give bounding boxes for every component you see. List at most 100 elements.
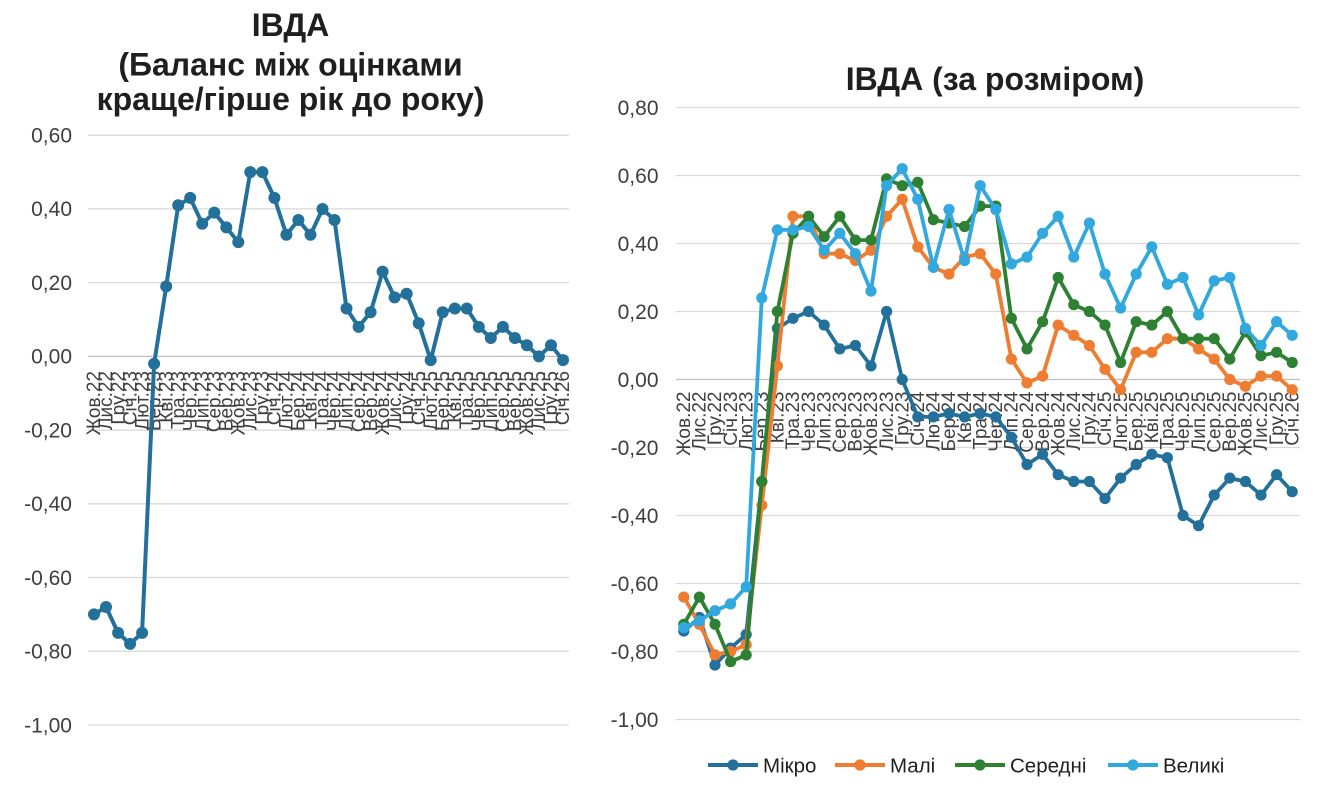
svg-text:Жов.23: Жов.23 — [861, 392, 882, 456]
svg-text:Лис.24: Лис.24 — [385, 371, 406, 430]
svg-text:Тра.25: Тра.25 — [1158, 392, 1179, 450]
svg-text:Жов.25: Жов.25 — [1236, 392, 1257, 456]
svg-text:-0,40: -0,40 — [24, 493, 72, 516]
svg-text:Середні: Середні — [1010, 754, 1086, 777]
svg-text:-0,20: -0,20 — [611, 437, 659, 460]
svg-text:Лис.25: Лис.25 — [1251, 392, 1272, 451]
svg-text:Вер.23: Вер.23 — [217, 371, 238, 431]
svg-text:Гру.23: Гру.23 — [892, 392, 913, 446]
svg-text:Лис.25: Лис.25 — [529, 371, 550, 430]
svg-text:Вер.23: Вер.23 — [846, 392, 867, 452]
svg-text:Мікро: Мікро — [763, 754, 816, 777]
svg-text:Лют.23: Лют.23 — [132, 371, 153, 430]
svg-text:Січ.26: Січ.26 — [1282, 392, 1303, 446]
svg-text:Сер.24: Сер.24 — [349, 371, 370, 433]
svg-text:Лип.25: Лип.25 — [481, 371, 502, 431]
svg-text:Січ.25: Січ.25 — [1095, 392, 1116, 446]
svg-text:-0,60: -0,60 — [24, 567, 72, 590]
svg-text:Сер.25: Сер.25 — [1204, 392, 1225, 453]
svg-text:Лют.24: Лют.24 — [277, 371, 298, 431]
svg-text:Чер.24: Чер.24 — [325, 371, 346, 432]
svg-text:Січ.23: Січ.23 — [721, 392, 742, 446]
svg-text:Гру.24: Гру.24 — [1080, 391, 1101, 445]
svg-text:Лис.23: Лис.23 — [877, 392, 898, 451]
svg-text:Лип.23: Лип.23 — [814, 392, 835, 452]
svg-text:Бер.24: Бер.24 — [289, 371, 310, 431]
svg-text:Чер.25: Чер.25 — [1173, 392, 1194, 452]
svg-text:Лис.23: Лис.23 — [241, 371, 262, 430]
svg-text:Лют.25: Лют.25 — [421, 371, 442, 430]
svg-text:Гру.25: Гру.25 — [541, 371, 562, 425]
svg-text:Чер.23: Чер.23 — [180, 371, 201, 431]
svg-text:0,00: 0,00 — [618, 369, 659, 392]
svg-text:Вер.24: Вер.24 — [361, 371, 382, 432]
svg-text:Сер.23: Сер.23 — [830, 392, 851, 453]
svg-text:-0,40: -0,40 — [611, 505, 659, 528]
svg-text:Бер.25: Бер.25 — [433, 371, 454, 431]
svg-text:0,60: 0,60 — [31, 125, 72, 148]
svg-text:Січ.26: Січ.26 — [553, 371, 574, 425]
svg-text:0,60: 0,60 — [618, 165, 659, 188]
svg-text:0,00: 0,00 — [31, 346, 72, 369]
svg-text:Січ.23: Січ.23 — [120, 371, 141, 425]
svg-text:0,40: 0,40 — [618, 233, 659, 256]
svg-text:Сер.25: Сер.25 — [493, 371, 514, 432]
svg-text:ІВДА (за розміром): ІВДА (за розміром) — [846, 61, 1145, 97]
svg-text:Гру.22: Гру.22 — [705, 392, 726, 446]
svg-text:Жов.23: Жов.23 — [229, 371, 250, 435]
svg-text:Гру.22: Гру.22 — [108, 371, 129, 425]
svg-text:Лип.24: Лип.24 — [337, 371, 358, 431]
svg-text:Сер.23: Сер.23 — [205, 371, 226, 432]
svg-text:0,20: 0,20 — [31, 272, 72, 295]
svg-text:Жов.24: Жов.24 — [373, 371, 394, 436]
svg-text:0,80: 0,80 — [618, 97, 659, 120]
svg-text:Чер.25: Чер.25 — [469, 371, 490, 431]
svg-text:Лис.22: Лис.22 — [690, 392, 711, 451]
svg-text:Тра.25: Тра.25 — [457, 371, 478, 429]
svg-text:Гру.23: Гру.23 — [253, 371, 274, 425]
svg-text:Жов.22: Жов.22 — [674, 392, 695, 456]
svg-text:-1,00: -1,00 — [24, 714, 72, 737]
svg-text:Січ.25: Січ.25 — [409, 371, 430, 425]
svg-text:Вер.25: Вер.25 — [1220, 392, 1241, 452]
svg-text:Лис.24: Лис.24 — [1064, 391, 1085, 450]
svg-text:Жов.22: Жов.22 — [84, 371, 105, 435]
svg-text:-1,00: -1,00 — [611, 709, 659, 732]
svg-text:Тра.24: Тра.24 — [313, 371, 334, 430]
svg-text:Кві.25: Кві.25 — [1142, 392, 1163, 444]
svg-text:Лют.25: Лют.25 — [1111, 392, 1132, 451]
svg-text:Гру.25: Гру.25 — [1267, 392, 1288, 446]
svg-text:-0,80: -0,80 — [24, 641, 72, 664]
svg-text:Чер.23: Чер.23 — [799, 392, 820, 452]
svg-text:Бер.23: Бер.23 — [144, 371, 165, 431]
svg-text:Кві.24: Кві.24 — [301, 371, 322, 423]
svg-text:ІВДА: ІВДА — [252, 7, 329, 43]
svg-text:Кві.25: Кві.25 — [445, 371, 466, 423]
svg-text:-0,20: -0,20 — [24, 419, 72, 442]
svg-text:0,40: 0,40 — [31, 198, 72, 221]
svg-text:Великі: Великі — [1163, 754, 1224, 777]
svg-text:Малі: Малі — [890, 754, 935, 777]
svg-text:-0,60: -0,60 — [611, 573, 659, 596]
svg-text:Сер.24: Сер.24 — [1017, 391, 1038, 453]
svg-text:Жов.25: Жов.25 — [517, 371, 538, 435]
svg-text:-0,80: -0,80 — [611, 641, 659, 664]
svg-text:Гру.24: Гру.24 — [397, 371, 418, 425]
svg-text:Вер.24: Вер.24 — [1033, 391, 1054, 452]
svg-text:Бер.25: Бер.25 — [1126, 392, 1147, 452]
svg-text:Вер.25: Вер.25 — [505, 371, 526, 431]
svg-text:Тра.23: Тра.23 — [783, 392, 804, 450]
svg-text:Тра.23: Тра.23 — [168, 371, 189, 429]
svg-text:Лют.23: Лют.23 — [736, 392, 757, 451]
svg-text:Лип.23: Лип.23 — [192, 371, 213, 431]
svg-text:Лис.22: Лис.22 — [96, 371, 117, 430]
svg-text:Кві.23: Кві.23 — [156, 371, 177, 423]
svg-text:Січ.24: Січ.24 — [265, 371, 286, 426]
svg-text:Бер.24: Бер.24 — [939, 391, 960, 451]
svg-text:Жов.24: Жов.24 — [1048, 391, 1069, 456]
svg-text:Тра.24: Тра.24 — [970, 391, 991, 450]
svg-text:0,20: 0,20 — [618, 301, 659, 324]
svg-text:(Баланс між оцінками: (Баланс між оцінками — [118, 47, 462, 83]
svg-text:Лип.25: Лип.25 — [1189, 392, 1210, 452]
svg-text:краще/гірше рік до року): краще/гірше рік до року) — [97, 81, 485, 117]
